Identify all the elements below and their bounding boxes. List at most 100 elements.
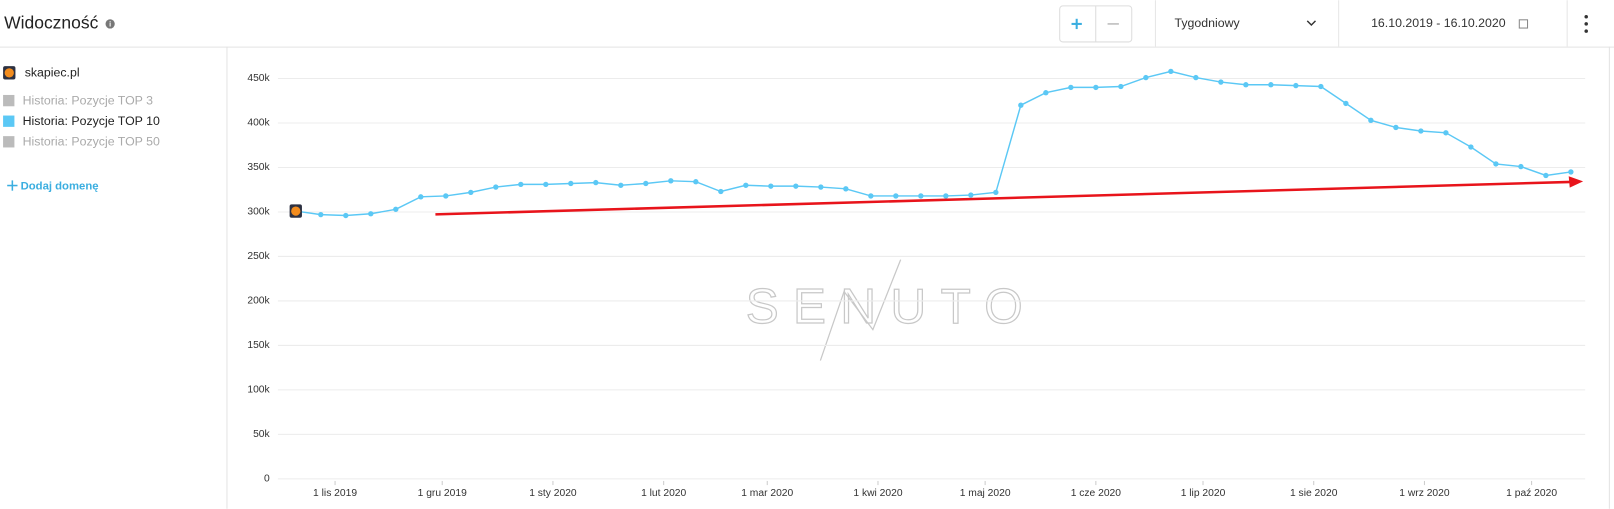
data-point	[493, 184, 499, 190]
add-domain-link[interactable]: Dodaj domenę	[21, 181, 99, 193]
data-point	[318, 211, 324, 218]
x-tick-label: 1 cze 2020	[1071, 488, 1122, 499]
data-point	[1143, 74, 1149, 81]
data-point	[1218, 79, 1224, 85]
data-point	[468, 189, 474, 196]
x-tick-label: 1 paź 2020	[1506, 488, 1557, 499]
data-point	[1418, 128, 1424, 134]
domain-favicon-dot	[4, 68, 14, 78]
widget-title: Widoczność	[4, 13, 99, 33]
data-point	[543, 181, 549, 188]
data-point	[1068, 84, 1074, 91]
interval-dropdown[interactable]: Tygodniowy	[1174, 16, 1240, 30]
x-tick-label: 1 gru 2019	[418, 488, 467, 499]
data-point	[368, 211, 374, 217]
series-line	[295, 70, 1571, 217]
data-point	[868, 193, 874, 199]
dropdown-caret	[1306, 20, 1317, 26]
data-point	[1493, 161, 1499, 167]
menu-button[interactable]	[1584, 14, 1588, 33]
data-point	[568, 180, 574, 187]
data-point	[893, 193, 899, 199]
y-tick-label: 300k	[247, 207, 270, 218]
data-point	[1568, 169, 1574, 175]
legend-swatch[interactable]	[3, 115, 15, 127]
add-domain-icon[interactable]	[7, 180, 18, 191]
data-point	[1093, 84, 1099, 91]
x-tick-label: 1 kwi 2020	[853, 488, 902, 499]
data-point	[1468, 144, 1474, 150]
x-tick-label: 1 sty 2020	[529, 488, 577, 499]
data-point	[1268, 82, 1274, 88]
y-tick-label: 250k	[247, 251, 270, 262]
data-point	[668, 178, 674, 184]
data-point	[518, 181, 524, 188]
trend-arrow	[435, 180, 1571, 216]
data-point	[1243, 82, 1249, 88]
y-tick-label: 200k	[247, 296, 270, 307]
data-point	[1393, 124, 1399, 131]
plot: 0 50k 100k 150k 200k 250k 300k 350k 400k 450k 1 li…	[247, 68, 1586, 499]
watermark-stroke	[819, 259, 902, 361]
x-tick-label: 1 lip 2020	[1181, 488, 1226, 499]
data-point	[1118, 83, 1124, 90]
info-icon[interactable]	[105, 19, 115, 29]
date-range[interactable]: 16.10.2019 - 16.10.2020	[1371, 16, 1506, 30]
data-point	[1543, 172, 1549, 179]
data-point	[393, 206, 399, 212]
data-point	[1343, 100, 1349, 107]
x-tick-label: 1 wrz 2020	[1399, 488, 1450, 499]
data-point	[1018, 102, 1024, 108]
y-tick-label: 0	[264, 474, 270, 485]
data-point	[693, 179, 699, 185]
watermark: SENUTO	[746, 279, 1037, 334]
x-tick-label: 1 sie 2020	[1290, 488, 1338, 499]
calendar-icon[interactable]	[1518, 19, 1529, 29]
data-point	[743, 182, 749, 188]
data-point	[793, 183, 799, 189]
trend-arrow-head	[1568, 176, 1584, 188]
info-icon-glyph: i	[109, 19, 111, 28]
domain-marker-dot	[291, 206, 301, 216]
data-point	[968, 192, 974, 198]
y-tick-label: 150k	[247, 340, 270, 351]
data-point	[343, 212, 349, 219]
x-tick-label: 1 lis 2019	[313, 488, 357, 499]
data-point	[718, 188, 724, 195]
data-point	[1443, 130, 1449, 136]
y-tick-label: 50k	[253, 429, 270, 440]
y-tick-label: 400k	[247, 118, 270, 129]
data-point	[993, 189, 999, 196]
data-point	[1043, 90, 1049, 96]
data-point	[643, 180, 649, 187]
domain-name: skapiec.pl	[25, 66, 80, 80]
data-point	[1168, 68, 1174, 75]
data-point	[1318, 83, 1324, 90]
data-point	[443, 193, 449, 199]
data-point	[1193, 74, 1199, 81]
legend-swatch[interactable]	[3, 136, 15, 148]
data-point	[768, 183, 774, 189]
data-point	[618, 182, 624, 188]
zoom-in-button[interactable]	[1071, 18, 1082, 30]
y-tick-label: 350k	[247, 162, 270, 173]
data-point	[1293, 82, 1299, 89]
legend-swatch[interactable]	[3, 94, 15, 107]
data-point	[918, 193, 924, 199]
data-point	[1518, 163, 1524, 170]
data-point	[818, 184, 824, 190]
data-point	[593, 179, 599, 186]
y-tick-label: 100k	[247, 385, 270, 396]
legend-entry[interactable]: Historia: Pozycje TOP 10	[23, 114, 160, 128]
data-point	[418, 194, 424, 200]
data-point	[843, 186, 849, 192]
legend-entry[interactable]: Historia: Pozycje TOP 50	[23, 135, 160, 149]
legend-entry[interactable]: Historia: Pozycje TOP 3	[23, 93, 153, 107]
x-tick-label: 1 lut 2020	[641, 488, 686, 499]
x-tick-label: 1 mar 2020	[741, 488, 793, 499]
x-tick-label: 1 maj 2020	[960, 488, 1011, 499]
y-tick-label: 450k	[247, 73, 270, 84]
data-point	[1368, 117, 1374, 123]
